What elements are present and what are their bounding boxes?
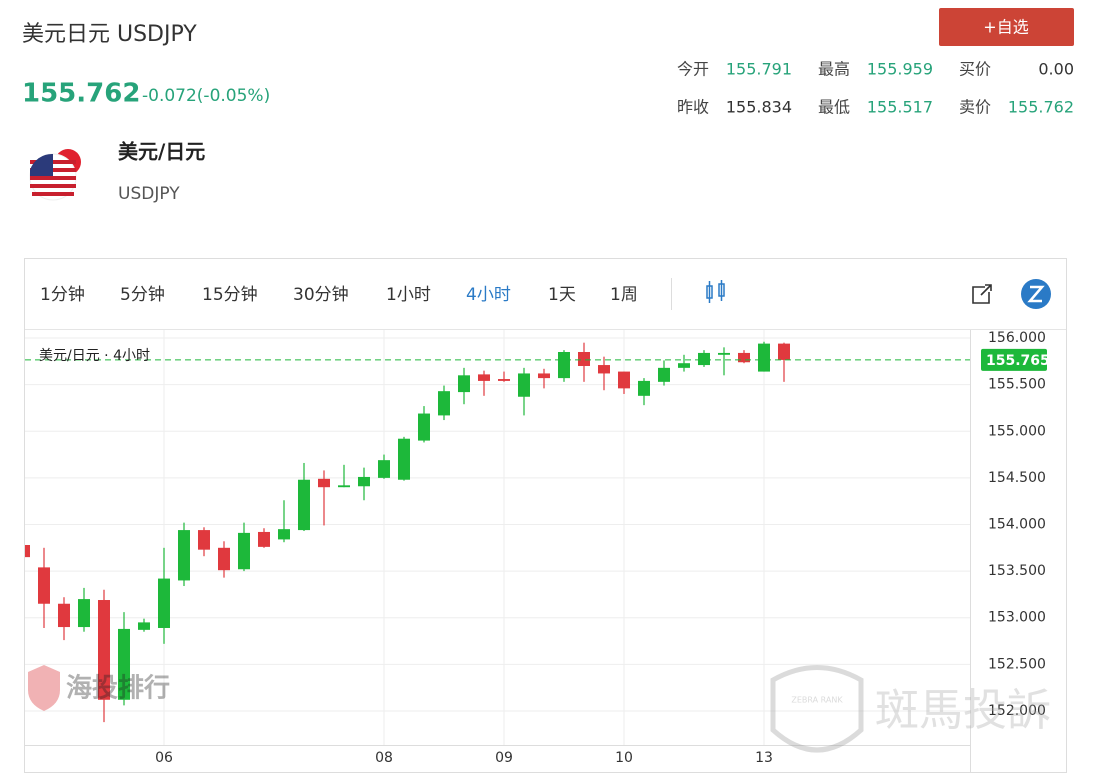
candle-body (678, 363, 690, 368)
stat-label: 今开 (677, 60, 709, 79)
x-tick-label: 06 (155, 750, 173, 766)
instrument-code: USDJPY (118, 184, 180, 204)
logo-glyph (1027, 285, 1045, 303)
y-tick-label: 155.000 (988, 423, 1046, 439)
candle-body (558, 352, 570, 379)
y-tick-label: 153.500 (988, 563, 1046, 579)
candle-body (538, 373, 550, 379)
price-change: -0.072(-0.05%) (142, 86, 270, 106)
candle-body (338, 485, 350, 488)
popout-icon[interactable] (972, 284, 992, 304)
watermark-left: 海投排行 (66, 673, 170, 704)
candle-body (618, 371, 630, 389)
candle-body (378, 460, 390, 478)
candle-body (218, 547, 230, 571)
candle-body (498, 379, 510, 381)
candle-body (518, 373, 530, 397)
interval-tab[interactable]: 1小时 (386, 285, 431, 305)
y-tick-label: 154.500 (988, 470, 1046, 486)
watermark-right: 斑馬投訴 (875, 685, 1051, 736)
interval-tab[interactable]: 1天 (548, 285, 576, 305)
price: 155.762 (22, 79, 140, 109)
candle-body (718, 352, 730, 355)
candle-body (198, 530, 210, 550)
candle-body (598, 365, 610, 374)
candle-body (98, 600, 110, 700)
y-tick-label: 154.000 (988, 516, 1046, 532)
interval-tab[interactable]: 4小时 (466, 285, 511, 305)
y-tick-label: 153.000 (988, 610, 1046, 626)
candle-body (298, 479, 310, 531)
chart-panel (24, 258, 1067, 773)
candle-body (658, 367, 670, 382)
watermark-logo (28, 665, 60, 711)
candle-body (778, 343, 790, 360)
instrument-name: 美元/日元 (118, 140, 205, 164)
x-tick-label: 08 (375, 750, 393, 766)
last-price-tag (981, 348, 1047, 371)
candle-body (278, 529, 290, 540)
candle-body (418, 413, 430, 441)
candle-body (178, 530, 190, 581)
stat-label: 卖价 (959, 98, 991, 117)
stat-label: 买价 (959, 60, 991, 79)
stat-label: 最低 (818, 98, 850, 117)
y-tick-label: 152.500 (988, 656, 1046, 672)
x-tick-label: 13 (755, 750, 773, 766)
x-tick-label: 09 (495, 750, 513, 766)
y-tick-label: 155.500 (988, 377, 1046, 393)
watch-button[interactable] (939, 8, 1074, 46)
candle-body (358, 476, 370, 487)
stat-value: 155.834 (726, 98, 792, 117)
candle-body (738, 352, 750, 363)
candle-body (238, 532, 250, 570)
candle-type-icon[interactable] (706, 280, 725, 303)
candle-body (58, 603, 70, 628)
candle-body (138, 622, 150, 630)
watermark-badge (770, 665, 864, 753)
stat-value: 155.517 (867, 98, 933, 117)
candle-body (78, 599, 90, 628)
plot-area (25, 330, 970, 745)
interval-tab[interactable]: 5分钟 (120, 285, 165, 305)
watermark-badge-text: ZEBRA RANK (791, 696, 843, 705)
interval-tab[interactable]: 1周 (610, 285, 638, 305)
stat-value: 155.762 (1008, 98, 1074, 117)
candle-body (438, 391, 450, 416)
y-tick-label: 156.000 (988, 330, 1046, 346)
candle-body (38, 567, 50, 604)
candle-body (698, 352, 710, 366)
y-tick-label: 152.000 (988, 703, 1046, 719)
interval-tab[interactable]: 30分钟 (293, 285, 349, 305)
candle-body (478, 374, 490, 381)
candle-body (398, 438, 410, 480)
candle-body (25, 545, 30, 558)
stat-value: 155.959 (867, 60, 933, 79)
stat-label: 昨收 (677, 98, 709, 117)
watch-button-label[interactable]: +自选 (983, 18, 1028, 37)
interval-tab[interactable]: 15分钟 (202, 285, 258, 305)
candle-body (158, 578, 170, 628)
candle-body (638, 380, 650, 396)
watermarks: 海投排行 ZEBRA RANK 斑馬投訴 (28, 665, 1051, 753)
candle-body (458, 375, 470, 393)
candle-body (318, 478, 330, 488)
interval-tab[interactable]: 1分钟 (40, 285, 85, 305)
stat-value: 155.791 (726, 60, 792, 79)
x-tick-label: 10 (615, 750, 633, 766)
stat-value: 0.00 (1038, 60, 1074, 79)
stat-label: 最高 (818, 60, 850, 79)
candle-body (758, 343, 770, 372)
candle-body (118, 628, 130, 700)
candle-body (258, 531, 270, 547)
candle-body (578, 352, 590, 366)
last-price-label: 155.765 (986, 353, 1050, 369)
flag-icon (29, 149, 81, 201)
chart-title: 美元/日元 · 4小时 (39, 348, 150, 364)
page-title: 美元日元 USDJPY (22, 22, 197, 47)
